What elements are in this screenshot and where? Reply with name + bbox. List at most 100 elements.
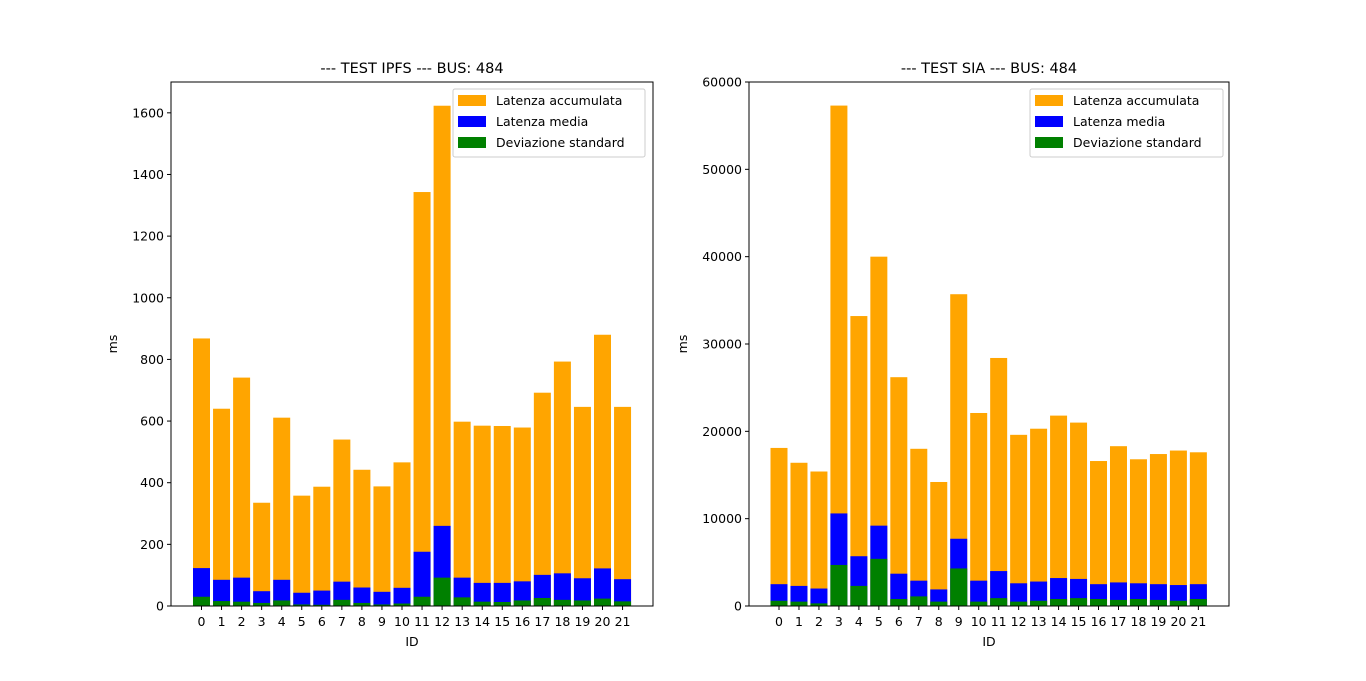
bar-deviazione-4 [273, 600, 291, 606]
bar-deviazione-2 [233, 601, 251, 606]
x-axis-label: ID [982, 634, 995, 649]
x-tick-label: 18 [554, 614, 570, 629]
bar-accumulata-9 [373, 486, 391, 606]
bar-accumulata-13 [1030, 428, 1048, 606]
bar-deviazione-11 [990, 598, 1008, 606]
bar-accumulata-8 [930, 481, 948, 606]
y-tick-label: 0 [156, 599, 164, 614]
bar-deviazione-17 [1109, 599, 1127, 606]
legend-label: Latenza media [1073, 114, 1165, 129]
bar-accumulata-21 [1189, 452, 1207, 606]
x-tick-label: 2 [238, 614, 246, 629]
bar-media-2 [810, 588, 828, 606]
bar-accumulata-19 [1149, 454, 1167, 606]
x-tick-label: 16 [514, 614, 530, 629]
x-tick-label: 11 [991, 614, 1007, 629]
x-tick-label: 6 [895, 614, 903, 629]
bar-deviazione-15 [493, 601, 511, 606]
y-tick-label: 60000 [702, 75, 742, 90]
bar-accumulata-4 [850, 316, 868, 606]
x-tick-label: 12 [1011, 614, 1027, 629]
bar-deviazione-16 [1090, 599, 1108, 606]
y-tick-label: 1400 [132, 167, 164, 182]
bar-media-18 [553, 573, 571, 606]
bar-accumulata-21 [614, 406, 632, 606]
bar-accumulata-14 [1050, 415, 1068, 606]
bar-media-13 [1030, 581, 1048, 606]
bar-deviazione-12 [1010, 601, 1028, 606]
bar-deviazione-6 [890, 599, 908, 606]
bar-media-12 [1010, 583, 1028, 606]
bar-media-9 [373, 591, 391, 606]
bar-accumulata-10 [970, 412, 988, 606]
bar-accumulata-16 [1090, 461, 1108, 606]
bar-deviazione-5 [293, 604, 311, 606]
x-tick-label: 6 [318, 614, 326, 629]
bar-deviazione-3 [830, 564, 848, 606]
bar-deviazione-21 [614, 601, 632, 606]
bar-accumulata-15 [1070, 422, 1088, 606]
bar-accumulata-17 [1109, 446, 1127, 606]
bar-accumulata-20 [1169, 450, 1187, 606]
x-tick-label: 10 [971, 614, 987, 629]
y-tick-label: 200 [140, 537, 164, 552]
bar-accumulata-1 [213, 408, 231, 606]
bar-media-6 [890, 573, 908, 606]
bar-media-16 [513, 581, 531, 606]
x-tick-label: 19 [574, 614, 590, 629]
bar-accumulata-10 [393, 462, 411, 606]
bar-accumulata-15 [493, 425, 511, 606]
bar-media-1 [790, 585, 808, 606]
bar-accumulata-17 [533, 392, 551, 606]
bar-media-14 [473, 582, 491, 606]
bar-media-15 [493, 582, 511, 606]
x-tick-label: 5 [298, 614, 306, 629]
bar-accumulata-12 [433, 105, 451, 606]
bar-media-3 [253, 591, 271, 606]
x-tick-label: 21 [615, 614, 631, 629]
bar-deviazione-11 [413, 596, 431, 606]
bar-deviazione-4 [850, 585, 868, 606]
x-tick-label: 12 [434, 614, 450, 629]
legend: Latenza accumulata Latenza media Deviazion… [1029, 88, 1224, 158]
bar-media-1 [213, 579, 231, 606]
x-tick-label: 1 [218, 614, 226, 629]
bar-media-0 [193, 568, 210, 606]
x-tick-label: 8 [358, 614, 366, 629]
bar-deviazione-13 [1030, 600, 1048, 606]
bar-accumulata-6 [313, 486, 331, 606]
bar-accumulata-3 [830, 105, 848, 606]
bar-deviazione-20 [1169, 600, 1187, 606]
bars-group [770, 105, 1207, 606]
legend-label: Deviazione standard [1073, 135, 1202, 150]
bar-media-10 [393, 587, 411, 606]
x-tick-label: 7 [338, 614, 346, 629]
bar-deviazione-1 [213, 601, 231, 606]
y-tick-label: 50000 [702, 162, 742, 177]
x-tick-label: 3 [835, 614, 843, 629]
bar-deviazione-0 [770, 600, 788, 606]
x-tick-label: 10 [394, 614, 410, 629]
bar-media-10 [970, 580, 988, 606]
bar-accumulata-2 [233, 377, 251, 606]
legend: Latenza accumulata Latenza media Deviazion… [452, 88, 646, 158]
y-ticks: 0 10000 20000 30000 40000 50000 60000 [702, 75, 749, 614]
bar-accumulata-3 [253, 502, 271, 606]
x-tick-label: 2 [815, 614, 823, 629]
bar-deviazione-19 [573, 600, 591, 606]
x-tick-label: 13 [454, 614, 470, 629]
x-axis-label: ID [405, 634, 418, 649]
bar-deviazione-21 [1189, 599, 1207, 606]
x-ticks: 0 1 2 3 4 5 6 7 8 9 10 11 12 13 14 15 16 17 18 19 20 21 [775, 606, 1206, 629]
legend-swatch [1035, 95, 1063, 106]
bar-accumulata-8 [353, 469, 371, 606]
bar-deviazione-8 [930, 601, 948, 606]
plot-frame [170, 81, 654, 607]
bar-deviazione-7 [910, 596, 928, 606]
bar-accumulata-12 [1010, 434, 1028, 606]
bar-deviazione-12 [433, 577, 451, 606]
legend-swatch [458, 95, 486, 106]
bar-deviazione-16 [513, 600, 531, 606]
bar-media-4 [273, 579, 291, 606]
